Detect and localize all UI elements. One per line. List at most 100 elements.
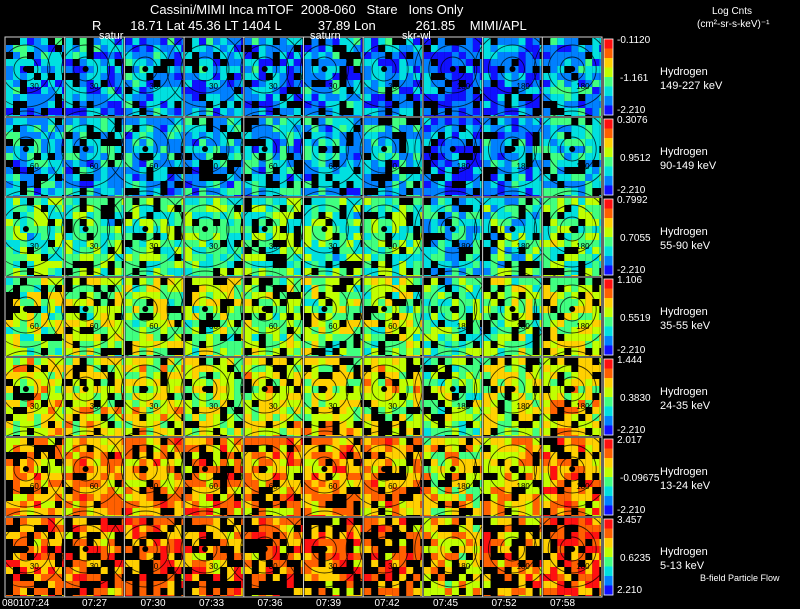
heatmap-cell: [41, 59, 48, 66]
heatmap-cell: [206, 334, 214, 341]
heatmap-cell: [504, 125, 512, 132]
heatmap-cell: [525, 400, 533, 407]
heatmap-cell: [153, 240, 161, 247]
heatmap-cell: [114, 80, 122, 87]
heatmap-cell: [174, 139, 182, 146]
heatmap-cell: [55, 261, 62, 268]
heatmap-cell: [34, 261, 41, 268]
heatmap-cell: [399, 181, 407, 188]
heatmap-cell: [265, 275, 273, 276]
heatmap-cell: [585, 355, 593, 356]
heatmap-cell: [304, 219, 312, 226]
heatmap-cell: [399, 261, 407, 268]
heatmap-cell: [185, 188, 193, 195]
heatmap-cell: [107, 80, 115, 87]
heatmap-cell: [599, 66, 601, 73]
heatmap-cell: [55, 125, 62, 132]
heatmap-cell: [423, 292, 431, 299]
heatmap-cell: [371, 226, 379, 233]
heatmap-cell: [272, 101, 280, 108]
heatmap-cell: [13, 358, 20, 365]
heatmap-cell: [86, 247, 94, 254]
heatmap-cell: [437, 66, 445, 73]
heatmap-cell: [181, 275, 184, 276]
heatmap-cell: [272, 233, 280, 240]
heatmap-cell: [430, 358, 438, 365]
heatmap-cell: [181, 118, 184, 125]
heatmap-cell: [192, 358, 200, 365]
contour-line: [192, 216, 218, 242]
heatmap-cell: [364, 393, 372, 400]
heatmap-cell: [437, 261, 445, 268]
heatmap-cell: [93, 188, 101, 195]
heatmap-cell: [346, 160, 354, 167]
heatmap-cell: [6, 261, 13, 268]
heatmap-cell: [220, 254, 228, 261]
heatmap-cell: [304, 212, 312, 219]
heatmap-cell: [251, 414, 259, 421]
heatmap-cell: [406, 400, 414, 407]
heatmap-cell: [160, 421, 168, 428]
heatmap-cell: [420, 212, 422, 219]
heatmap-cell: [437, 188, 445, 195]
heatmap-cell: [272, 212, 280, 219]
heatmap-cell: [6, 205, 13, 212]
heatmap-cell: [199, 407, 207, 414]
heatmap-cell: [48, 87, 55, 94]
heatmap-cell: [304, 268, 312, 275]
heatmap-cell: [79, 125, 87, 132]
heatmap-cell: [490, 101, 498, 108]
contour-line: [166, 270, 244, 348]
heatmap-cell: [497, 386, 505, 393]
heatmap-cell: [399, 226, 407, 233]
heatmap-cell: [458, 87, 466, 94]
heatmap-cell: [525, 285, 533, 292]
heatmap-cell: [20, 320, 27, 327]
heatmap-cell: [286, 407, 294, 414]
heatmap-cell: [146, 334, 154, 341]
heatmap-cell: [543, 52, 551, 59]
heatmap-cell: [79, 181, 87, 188]
heatmap-cell: [6, 355, 13, 356]
heatmap-cell: [599, 125, 601, 132]
heatmap-cell: [504, 160, 512, 167]
heatmap-cell: [311, 132, 319, 139]
heatmap-cell: [293, 299, 301, 306]
contour-line: [1, 364, 51, 414]
heatmap-cell: [167, 285, 175, 292]
heatmap-cell: [437, 254, 445, 261]
heatmap-cell: [511, 435, 519, 436]
heatmap-cell: [20, 52, 27, 59]
heatmap-cell: [311, 146, 319, 153]
heatmap-cell: [479, 198, 482, 205]
contour-label: 60: [209, 322, 218, 331]
heatmap-cell: [465, 45, 473, 52]
heatmap-cell: [125, 205, 133, 212]
heatmap-cell: [153, 435, 161, 436]
heatmap-cell: [62, 407, 64, 414]
heatmap-cell: [265, 94, 273, 101]
heatmap-cell: [346, 348, 354, 355]
heatmap-cell: [585, 188, 593, 195]
heatmap-cell: [293, 219, 301, 226]
heatmap-cell: [206, 52, 214, 59]
heatmap-cell: [592, 94, 600, 101]
heatmap-cell: [392, 115, 400, 116]
heatmap-cell: [479, 278, 482, 285]
heatmap-cell: [139, 341, 147, 348]
heatmap-cell: [100, 445, 108, 452]
heatmap-cell: [55, 188, 62, 195]
heatmap-cell: [6, 341, 13, 348]
heatmap-cell: [564, 320, 572, 327]
heatmap-cell: [234, 299, 242, 306]
heatmap-cell: [34, 494, 41, 501]
heatmap-cell: [385, 132, 393, 139]
heatmap-cell: [206, 327, 214, 334]
heatmap-cell: [385, 313, 393, 320]
heatmap-cell: [258, 261, 266, 268]
heatmap-cell: [325, 101, 333, 108]
heatmap-cell: [346, 372, 354, 379]
heatmap-cell: [192, 365, 200, 372]
heatmap-cell: [423, 313, 431, 320]
heatmap-cell: [413, 188, 421, 195]
